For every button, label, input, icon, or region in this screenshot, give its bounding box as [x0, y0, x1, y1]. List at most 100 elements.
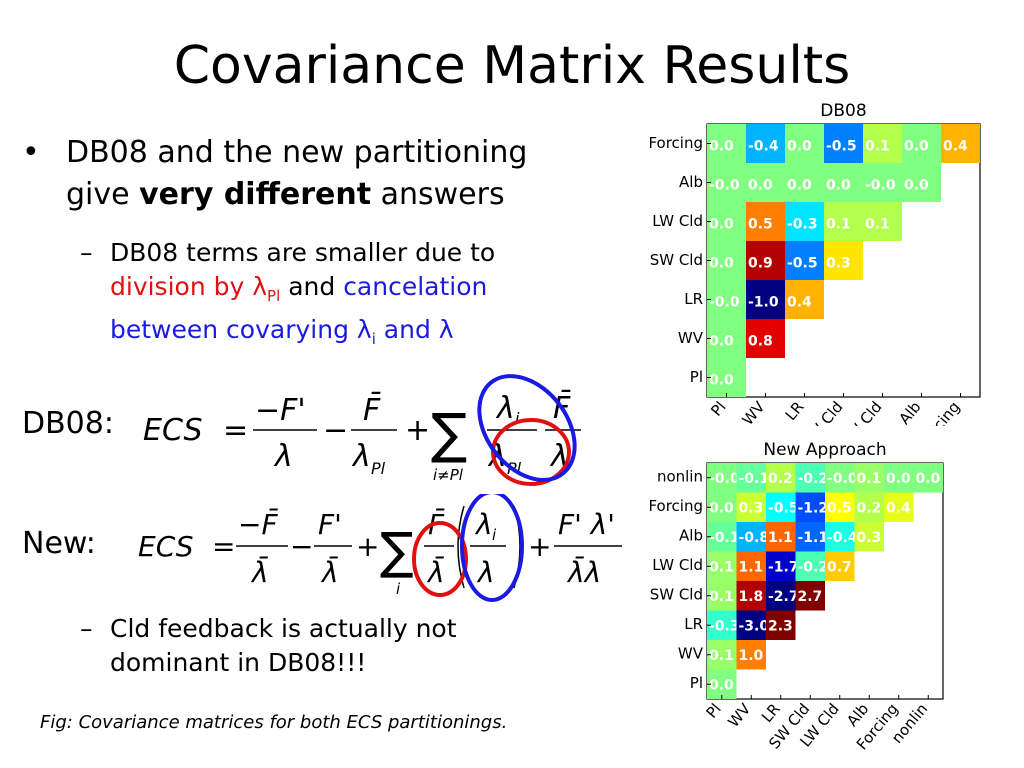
- heatmap-row-label: SW Cld: [650, 251, 703, 269]
- heatmap-cell-label: -0.0: [865, 178, 896, 194]
- eq1-lhs: ECS: [143, 413, 203, 448]
- heatmap-cell: [824, 124, 863, 163]
- slide-title: Covariance Matrix Results: [173, 36, 851, 96]
- heatmap-cell: [795, 581, 825, 611]
- heatmap-cell: [707, 640, 737, 670]
- heatmap-cell: [854, 492, 884, 522]
- heatmap-cell: [766, 610, 796, 640]
- sub1-red-main: division by λ: [110, 272, 268, 301]
- bullet-text-bold: very different: [139, 177, 372, 212]
- heatmap-db08: DB08 0.0 -0.4 0.0 -0.5 0.1 0.0 0.4 -0.0 0.0 0.0 0.0…: [648, 101, 981, 426]
- heatmap-cell: [884, 463, 914, 493]
- new-blue-circle: [460, 494, 524, 602]
- eq2-t1-num: −F̄: [238, 507, 279, 541]
- heatmap-cell: [824, 163, 863, 202]
- heatmap-cell-label: 0.0: [904, 178, 929, 194]
- eq1-t2-num: F̄: [363, 392, 381, 428]
- eq2-t5-den: λ̄λ: [566, 555, 601, 589]
- heatmap-row-label: LW Cld: [652, 556, 703, 574]
- heatmap-cell-label: 1.1: [739, 560, 764, 576]
- heatmap-col-label: Alb: [895, 398, 924, 426]
- heatmap-cell-label: 0.0: [826, 178, 851, 194]
- heatmap-cell-label: 0.0: [709, 373, 734, 389]
- eq2-sum-sub: i: [396, 580, 401, 598]
- heatmap-col-label: WV: [739, 397, 769, 426]
- heatmap-cell: [746, 319, 785, 358]
- sub1-red-sub: Pl: [267, 287, 281, 305]
- heatmap-row-label: WV: [678, 644, 704, 662]
- sub1-blue-main: cancelation between covarying λ: [110, 272, 488, 344]
- heatmap-cell: [863, 163, 902, 202]
- heatmap-cell-label: 0.4: [886, 501, 911, 517]
- heatmap-cell: [707, 610, 737, 640]
- eq2-equals: =: [212, 530, 235, 563]
- heatmap-cell: [785, 241, 824, 280]
- heatmap-cell-label: 0.8: [748, 334, 773, 350]
- heatmap-cell-label: -3.0: [739, 619, 770, 635]
- heatmap-cell-label: -0.0: [709, 471, 740, 487]
- heatmap-cell-label: 0.5: [748, 217, 773, 233]
- eq1-t2-den: λ: [351, 439, 371, 474]
- heatmap-row-label: Forcing: [648, 134, 703, 152]
- heatmap-cell-label: -0.4: [748, 139, 779, 155]
- heatmap-cell-label: 0.0: [709, 501, 734, 517]
- heatmap-cell: [707, 163, 746, 202]
- eq2-plus: +: [356, 530, 379, 563]
- heatmap-cell: [736, 610, 766, 640]
- heatmap-cell-label: 0.0: [709, 217, 734, 233]
- heatmap-cell-label: 0.0: [916, 471, 941, 487]
- eq1-sum-sub: i≠Pl: [433, 466, 464, 484]
- heatmap-cell-label: 0.5: [827, 501, 852, 517]
- heatmap-cell-label: 0.3: [826, 256, 851, 272]
- heatmap-title: DB08: [820, 101, 866, 121]
- bullet-main: • DB08 and the new partitioning give ver…: [22, 132, 582, 216]
- heatmap-cell-label: 1.8: [739, 589, 764, 605]
- eq2-t2-den: λ̄: [320, 555, 339, 589]
- heatmap-cell: [746, 202, 785, 241]
- heatmap-cell-label: 0.0: [787, 178, 812, 194]
- heatmap-cell: [707, 358, 746, 397]
- heatmap-cell-label: -1.0: [748, 295, 779, 311]
- heatmap-cell-label: 0.0: [787, 139, 812, 155]
- heatmap-cell: [707, 551, 737, 581]
- eq2-lhs: ECS: [138, 530, 194, 563]
- eq1-t2-den-sub: Pl: [371, 459, 386, 478]
- heatmap-row-label: Pl: [690, 674, 703, 692]
- heatmap-col-label: LR: [782, 398, 808, 424]
- heatmap-cell: [707, 124, 746, 163]
- heatmap-cell-label: -0.2: [798, 471, 829, 487]
- eq2-minus: −: [290, 530, 313, 563]
- heatmap-cell-label: 0.3: [857, 530, 882, 546]
- heatmap-cell: [736, 463, 766, 493]
- heatmap-cell: [825, 551, 855, 581]
- db08-blue-circle: [477, 374, 577, 482]
- heatmap-cell-label: 0.0: [904, 139, 929, 155]
- heatmap-cell-label: 1.1: [768, 530, 793, 546]
- heatmap-cell: [884, 492, 914, 522]
- heatmap-cell: [795, 492, 825, 522]
- figure-caption: Fig: Covariance matrices for both ECS pa…: [40, 712, 508, 733]
- heatmap-cell: [825, 492, 855, 522]
- heatmap-cell: [854, 522, 884, 552]
- new-red-circle: [412, 521, 468, 597]
- heatmap-cell-label: -0.5: [826, 139, 857, 155]
- heatmap-cell-label: 0.0: [709, 334, 734, 350]
- heatmap-cell: [785, 202, 824, 241]
- heatmap-cell-label: -2.7: [768, 589, 799, 605]
- heatmap-cell: [824, 241, 863, 280]
- heatmap-cell-label: -0.2: [798, 560, 829, 576]
- eq2-plus2: +: [528, 530, 551, 563]
- eq1-t3-num: λ: [495, 391, 515, 426]
- heatmap-col-label: Pl: [707, 398, 729, 420]
- sub-bullet-reason-text: DB08 terms are smaller due to division by…: [110, 236, 550, 356]
- heatmap-cell-label: -0.4: [827, 530, 858, 546]
- heatmap-cell: [766, 581, 796, 611]
- sub-bullet-cld: – Cld feedback is actually not dominant …: [80, 612, 550, 680]
- heatmap-cell: [707, 522, 737, 552]
- sub1-blue-sub: i: [371, 330, 376, 348]
- bullet-marker: •: [22, 135, 40, 170]
- heatmap-row-label: nonlin: [657, 467, 703, 485]
- heatmap-cell-label: -0.1: [739, 471, 770, 487]
- heatmap-row-label: Alb: [679, 173, 703, 191]
- heatmap-cell-label: 0.7: [827, 560, 852, 576]
